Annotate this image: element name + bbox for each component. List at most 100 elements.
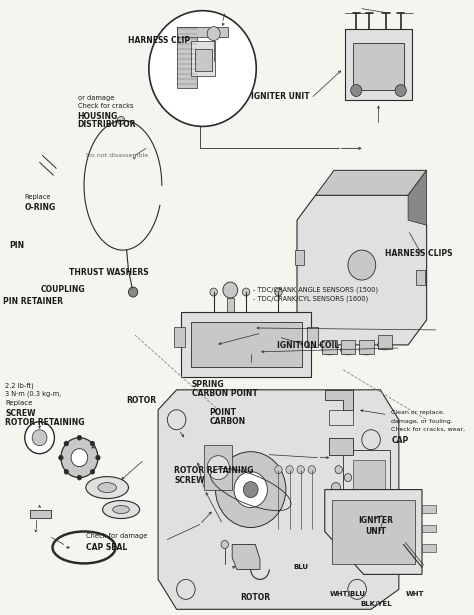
Circle shape xyxy=(61,438,98,478)
Circle shape xyxy=(348,579,366,600)
Text: Check for cracks, wear,: Check for cracks, wear, xyxy=(392,427,465,432)
Circle shape xyxy=(64,441,69,446)
Bar xyxy=(174,327,185,347)
Circle shape xyxy=(223,282,238,298)
Circle shape xyxy=(395,84,406,97)
Text: ROTOR RETAINING
SCREW: ROTOR RETAINING SCREW xyxy=(174,466,254,485)
Bar xyxy=(359,340,374,354)
Text: WHT/BLU: WHT/BLU xyxy=(329,591,365,597)
Bar xyxy=(243,330,249,342)
Circle shape xyxy=(64,469,69,474)
Text: Check for damage: Check for damage xyxy=(86,533,148,539)
Circle shape xyxy=(242,288,250,296)
Bar xyxy=(177,26,197,89)
Circle shape xyxy=(348,250,376,280)
Ellipse shape xyxy=(102,501,139,518)
Polygon shape xyxy=(316,170,427,195)
Text: or damage: or damage xyxy=(78,95,114,101)
Circle shape xyxy=(96,455,100,460)
Text: IGNITER UNIT: IGNITER UNIT xyxy=(251,92,310,100)
Text: COUPLING: COUPLING xyxy=(40,285,85,294)
Polygon shape xyxy=(297,195,427,345)
Text: WHT: WHT xyxy=(406,591,425,597)
Bar xyxy=(422,525,436,533)
Text: Clean or replace.: Clean or replace. xyxy=(392,410,445,415)
Bar xyxy=(332,499,415,565)
Circle shape xyxy=(297,466,304,474)
Text: CARBON POINT: CARBON POINT xyxy=(191,389,257,398)
Text: PIN RETAINER: PIN RETAINER xyxy=(3,297,63,306)
Circle shape xyxy=(344,474,352,482)
Text: IGNITER
UNIT: IGNITER UNIT xyxy=(358,516,393,536)
Circle shape xyxy=(221,541,228,549)
Bar xyxy=(177,26,228,37)
Circle shape xyxy=(275,466,282,474)
Bar xyxy=(422,504,436,512)
Text: DISTRIBUTOR: DISTRIBUTOR xyxy=(78,121,136,129)
Circle shape xyxy=(167,410,186,430)
Circle shape xyxy=(77,475,82,480)
Bar xyxy=(195,49,212,71)
Ellipse shape xyxy=(322,345,337,355)
Bar xyxy=(191,322,301,367)
Text: BLK/YEL: BLK/YEL xyxy=(360,601,392,607)
Text: CAP: CAP xyxy=(392,437,409,445)
Text: ROTOR RETAINING: ROTOR RETAINING xyxy=(5,418,84,427)
Text: SCREW: SCREW xyxy=(5,409,36,418)
Circle shape xyxy=(77,435,82,440)
Circle shape xyxy=(177,579,195,600)
Text: - TDC/CRANK ANGLE SENSORS (1500): - TDC/CRANK ANGLE SENSORS (1500) xyxy=(253,287,378,293)
Bar xyxy=(204,445,232,490)
Circle shape xyxy=(216,451,286,528)
Circle shape xyxy=(207,26,220,41)
Text: ROTOR: ROTOR xyxy=(240,593,270,603)
Circle shape xyxy=(128,287,138,297)
Circle shape xyxy=(331,483,340,493)
Text: SPRING: SPRING xyxy=(191,380,224,389)
Polygon shape xyxy=(158,390,399,609)
Bar xyxy=(378,335,392,349)
Circle shape xyxy=(118,116,125,124)
Circle shape xyxy=(71,449,88,467)
Bar xyxy=(195,322,209,357)
Polygon shape xyxy=(325,490,422,574)
Circle shape xyxy=(275,288,282,296)
Polygon shape xyxy=(232,544,260,569)
Text: O-RING: O-RING xyxy=(25,203,56,212)
Bar xyxy=(181,312,311,377)
Ellipse shape xyxy=(98,483,117,493)
Circle shape xyxy=(286,466,293,474)
Circle shape xyxy=(90,469,95,474)
Circle shape xyxy=(25,422,55,454)
Polygon shape xyxy=(408,170,427,225)
Text: CARBON: CARBON xyxy=(209,417,245,426)
Circle shape xyxy=(210,288,218,296)
Circle shape xyxy=(234,472,267,507)
Bar xyxy=(343,450,390,530)
Bar xyxy=(191,41,215,76)
Circle shape xyxy=(207,456,229,480)
Circle shape xyxy=(149,10,256,127)
Text: 3 N·m (0.3 kg-m,: 3 N·m (0.3 kg-m, xyxy=(5,391,61,397)
Bar xyxy=(322,340,337,354)
Text: 2.2 lb-ft): 2.2 lb-ft) xyxy=(5,383,34,389)
Bar xyxy=(227,298,234,320)
Bar xyxy=(416,270,425,285)
Ellipse shape xyxy=(359,345,374,355)
Ellipse shape xyxy=(378,340,392,350)
Text: Replace: Replace xyxy=(25,194,51,200)
Ellipse shape xyxy=(340,345,356,355)
Text: BLU: BLU xyxy=(293,564,308,570)
Ellipse shape xyxy=(113,506,129,514)
Circle shape xyxy=(90,441,95,446)
Text: - TDC/CRANK/CYL SENSORS (1600): - TDC/CRANK/CYL SENSORS (1600) xyxy=(253,295,368,302)
Polygon shape xyxy=(325,390,353,410)
Text: HOUSING: HOUSING xyxy=(78,112,118,121)
Circle shape xyxy=(32,430,47,446)
Bar xyxy=(295,250,304,265)
Bar xyxy=(422,544,436,552)
Circle shape xyxy=(243,482,258,498)
Text: HARNESS CLIPS: HARNESS CLIPS xyxy=(385,249,452,258)
Text: THRUST WASHERS: THRUST WASHERS xyxy=(69,268,148,277)
Polygon shape xyxy=(329,438,353,454)
